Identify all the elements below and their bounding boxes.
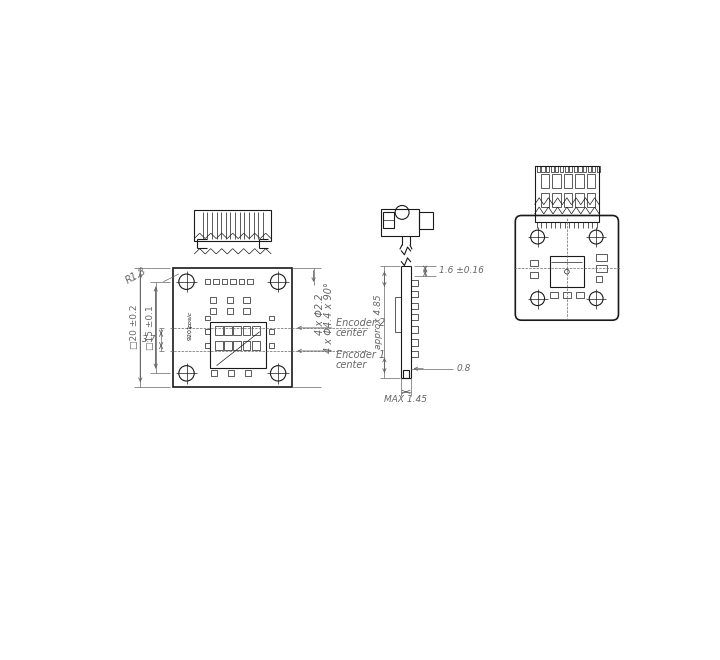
Bar — [227, 308, 233, 314]
Bar — [410, 327, 418, 333]
Bar — [215, 341, 222, 350]
Bar — [576, 292, 584, 298]
Bar — [552, 174, 561, 188]
Bar — [210, 297, 216, 304]
Text: 9201: 9201 — [188, 324, 193, 340]
Bar — [575, 193, 584, 207]
Bar — [211, 370, 217, 376]
Bar — [564, 166, 567, 172]
Bar — [222, 279, 228, 284]
Bar — [269, 315, 274, 320]
Bar — [410, 291, 418, 297]
Bar — [596, 265, 607, 272]
Bar — [410, 339, 418, 346]
Bar — [596, 276, 603, 282]
Bar — [243, 308, 250, 314]
Bar — [224, 341, 232, 350]
Bar — [564, 193, 572, 207]
Text: MAX 1.45: MAX 1.45 — [384, 395, 428, 404]
Text: center: center — [336, 360, 367, 370]
Text: 4 x Φ4.4 x 90°: 4 x Φ4.4 x 90° — [324, 282, 334, 353]
Bar — [381, 209, 419, 236]
Bar — [230, 279, 235, 284]
Bar — [252, 341, 260, 350]
Bar — [210, 308, 216, 314]
Bar — [550, 256, 584, 287]
Bar — [593, 166, 595, 172]
Bar — [233, 325, 241, 335]
Bar — [410, 314, 418, 320]
Text: approx 4.85: approx 4.85 — [374, 294, 383, 349]
Bar — [583, 166, 586, 172]
Bar — [570, 166, 572, 172]
Text: □20 ±0.2: □20 ±0.2 — [130, 305, 140, 349]
Bar — [541, 174, 549, 188]
Bar — [575, 174, 584, 188]
Bar — [550, 292, 558, 298]
Bar — [560, 166, 563, 172]
Bar — [224, 325, 232, 335]
Bar — [227, 297, 233, 304]
Bar — [395, 297, 401, 332]
Bar — [243, 325, 251, 335]
Bar — [555, 166, 559, 172]
Bar — [243, 341, 251, 350]
Text: 1.6 ±0.16: 1.6 ±0.16 — [439, 267, 484, 275]
Bar — [597, 166, 600, 172]
Bar — [252, 325, 260, 335]
Bar — [213, 279, 219, 284]
Bar — [243, 297, 250, 304]
Bar — [239, 279, 244, 284]
Bar — [228, 370, 234, 376]
Text: 4 x Φ2.2: 4 x Φ2.2 — [315, 293, 325, 335]
Bar — [596, 254, 607, 261]
Bar — [530, 272, 538, 278]
Bar — [205, 315, 210, 320]
Bar — [588, 166, 590, 172]
Bar — [551, 166, 554, 172]
Bar — [541, 193, 549, 207]
Text: 0.8: 0.8 — [456, 364, 471, 373]
Bar — [215, 325, 222, 335]
Bar — [233, 341, 241, 350]
Bar — [269, 343, 274, 348]
Text: □15 ±0.1: □15 ±0.1 — [146, 305, 155, 350]
Bar — [210, 322, 266, 368]
Bar — [587, 193, 595, 207]
Bar — [410, 351, 418, 357]
Bar — [534, 166, 599, 222]
Bar — [410, 280, 418, 286]
Bar — [205, 329, 210, 334]
Text: R1.8: R1.8 — [124, 265, 148, 286]
Bar — [248, 279, 253, 284]
Bar — [578, 166, 582, 172]
Bar — [194, 210, 271, 241]
Text: Encoder 1: Encoder 1 — [336, 350, 385, 360]
Bar — [403, 370, 409, 378]
Bar — [173, 268, 292, 387]
Bar — [205, 279, 210, 284]
Bar — [574, 166, 577, 172]
Text: Encoder 2: Encoder 2 — [336, 317, 385, 327]
Bar — [383, 213, 394, 228]
Bar — [530, 260, 538, 267]
Bar — [546, 166, 549, 172]
Bar — [205, 343, 210, 348]
Bar — [564, 174, 572, 188]
Text: posic: posic — [188, 312, 193, 328]
Bar — [419, 213, 433, 230]
Text: center: center — [336, 328, 367, 339]
Bar — [587, 174, 595, 188]
Bar — [269, 329, 274, 334]
Bar — [410, 304, 418, 310]
Bar — [541, 166, 544, 172]
Bar — [563, 292, 571, 298]
Bar — [552, 193, 561, 207]
Bar — [537, 166, 540, 172]
Bar — [245, 370, 251, 376]
Text: 3.7: 3.7 — [142, 335, 156, 344]
